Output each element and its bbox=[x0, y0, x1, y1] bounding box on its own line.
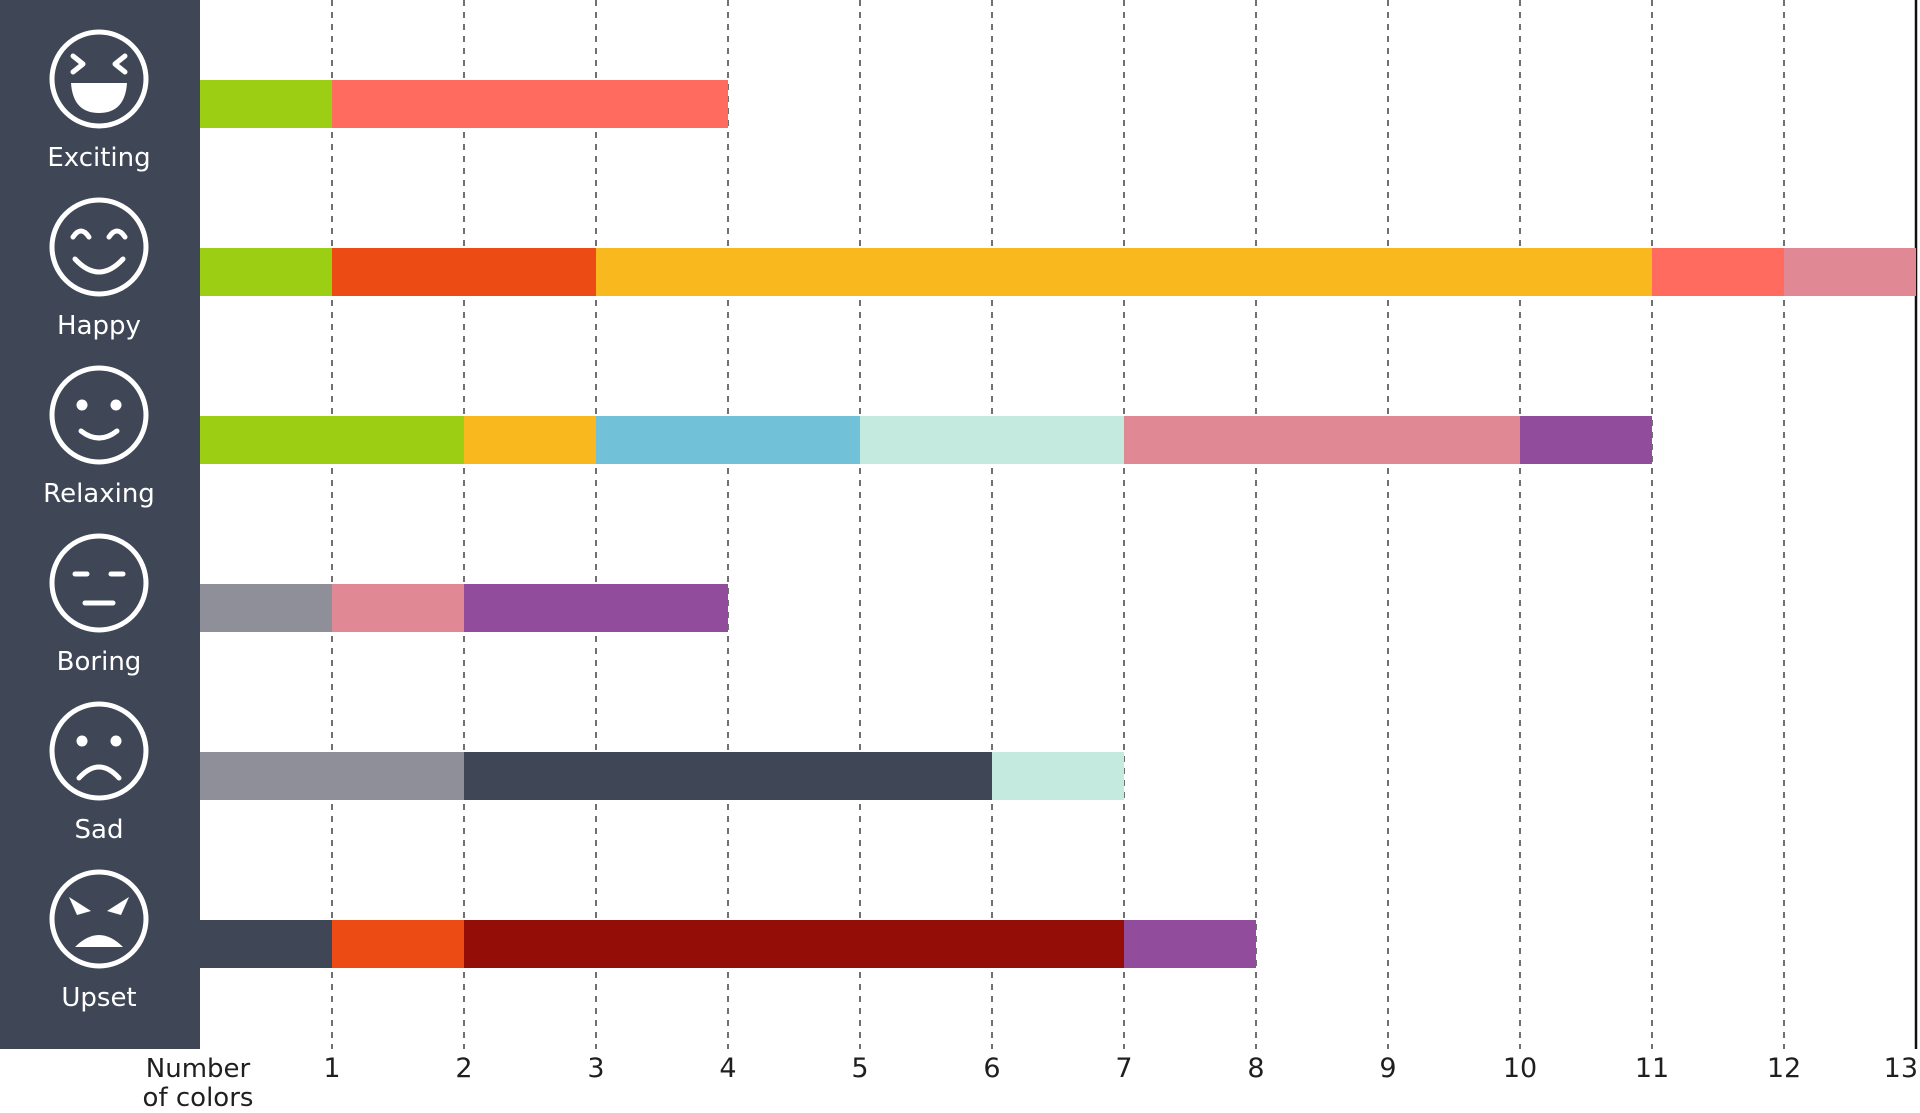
bar-relaxing-segment-1 bbox=[200, 416, 464, 464]
bar-exciting-segment-2 bbox=[332, 80, 728, 128]
bar-relaxing-segment-3 bbox=[596, 416, 860, 464]
x-tick-5: 5 bbox=[851, 1053, 868, 1084]
bar-happy-segment-2 bbox=[332, 248, 596, 296]
x-tick-9: 9 bbox=[1379, 1053, 1396, 1084]
bar-sad-segment-1 bbox=[200, 752, 464, 800]
bar-happy-segment-4 bbox=[1652, 248, 1784, 296]
x-tick-6: 6 bbox=[983, 1053, 1000, 1084]
x-tick-13: 13 bbox=[1884, 1053, 1918, 1084]
x-tick-10: 10 bbox=[1503, 1053, 1537, 1084]
x-tick-3: 3 bbox=[587, 1053, 604, 1084]
bar-upset-segment-1 bbox=[200, 920, 332, 968]
x-tick-11: 11 bbox=[1635, 1053, 1669, 1084]
bar-boring-segment-3 bbox=[464, 584, 728, 632]
x-tick-labels: 1 2 3 4 5 6 7 8 9 10 11 12 13 bbox=[323, 1053, 1918, 1084]
laughing-face-icon bbox=[49, 29, 149, 129]
category-labels: Exciting Happy Relaxing Boring Sad Upset bbox=[43, 29, 155, 1013]
bar-relaxing-segment-4 bbox=[860, 416, 1124, 464]
bar-sad-segment-2 bbox=[464, 752, 992, 800]
bar-upset-segment-4 bbox=[1124, 920, 1256, 968]
bar-exciting-segment-1 bbox=[200, 80, 332, 128]
category-label-happy: Happy bbox=[57, 311, 141, 341]
category-label-exciting: Exciting bbox=[47, 143, 150, 173]
bar-happy-segment-1 bbox=[200, 248, 332, 296]
x-tick-8: 8 bbox=[1247, 1053, 1264, 1084]
x-tick-2: 2 bbox=[455, 1053, 472, 1084]
bar-relaxing-segment-6 bbox=[1520, 416, 1652, 464]
x-axis-title-line-1: Number bbox=[146, 1054, 251, 1084]
x-tick-4: 4 bbox=[719, 1053, 736, 1084]
category-label-relaxing: Relaxing bbox=[43, 479, 155, 509]
happy-face-icon bbox=[49, 197, 149, 297]
bar-relaxing-segment-2 bbox=[464, 416, 596, 464]
bar-happy-segment-5 bbox=[1784, 248, 1916, 296]
x-tick-1: 1 bbox=[323, 1053, 340, 1084]
x-tick-7: 7 bbox=[1115, 1053, 1132, 1084]
neutral-face-icon bbox=[49, 533, 149, 633]
grid-lines bbox=[331, 0, 1918, 1049]
bars bbox=[200, 80, 1916, 968]
bar-happy-segment-3 bbox=[596, 248, 1652, 296]
bar-relaxing-segment-5 bbox=[1124, 416, 1520, 464]
sad-face-icon bbox=[49, 701, 149, 801]
category-label-sad: Sad bbox=[75, 815, 124, 845]
bar-sad-segment-3 bbox=[992, 752, 1124, 800]
bar-boring-segment-1 bbox=[200, 584, 332, 632]
bar-boring-segment-2 bbox=[332, 584, 464, 632]
x-tick-12: 12 bbox=[1767, 1053, 1801, 1084]
x-axis-title-line-2: of colors bbox=[143, 1083, 254, 1113]
bar-upset-segment-2 bbox=[332, 920, 464, 968]
category-label-upset: Upset bbox=[61, 983, 136, 1013]
smiling-face-icon bbox=[49, 365, 149, 465]
angry-face-icon bbox=[49, 869, 149, 969]
bar-upset-segment-3 bbox=[464, 920, 1124, 968]
category-label-boring: Boring bbox=[57, 647, 142, 677]
